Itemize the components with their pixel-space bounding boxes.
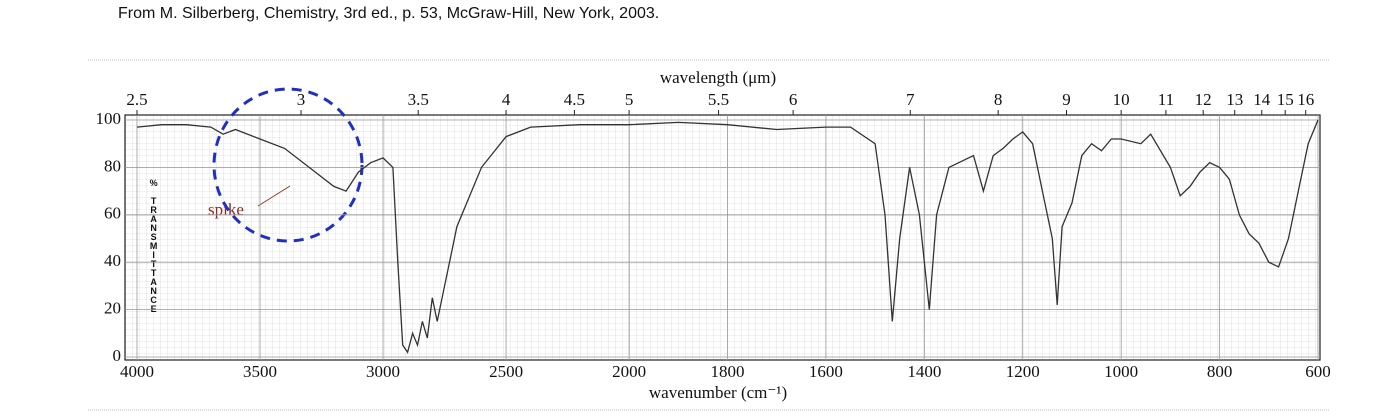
x2-tick-label: 3.5 [408,90,429,109]
y-tick-label: 80 [104,156,121,175]
x2-tick-label: 3 [297,90,306,109]
x-tick-label: 2500 [489,362,523,381]
x-tick-label: 1600 [809,362,843,381]
x-tick-label: 1400 [907,362,941,381]
x-tick-label: 800 [1207,362,1233,381]
x-tick-label: 1000 [1104,362,1138,381]
x2-tick-label: 16 [1297,90,1314,109]
plot-frame [124,114,1321,361]
x2-tick-label: 2.5 [126,90,147,109]
x2-tick-label: 5.5 [708,90,729,109]
x2-tick-label: 15 [1277,90,1294,109]
x-tick-label: 1800 [711,362,745,381]
y-tick-label: 100 [96,109,122,128]
x2-tick-label: 9 [1062,90,1071,109]
y-tick-label: 40 [104,251,121,270]
highlight-circle [212,87,364,243]
x-tick-label: 3500 [243,362,277,381]
x2-tick-label: 5 [625,90,634,109]
citation: From M. Silberberg, Chemistry, 3rd ed., … [118,5,659,22]
y-tick-label: 0 [113,346,122,365]
x2-tick-label: 6 [789,90,798,109]
spectrum-line [136,119,1319,354]
x2-tick-label: 10 [1113,90,1130,109]
x2-tick-label: 8 [994,90,1003,109]
x2-tick-label: 4 [502,90,511,109]
x-tick-label: 1200 [1006,362,1040,381]
x2-label: wavelength (μm) [660,68,776,87]
annotation-pointer [257,185,291,207]
x2-tick-label: 12 [1195,90,1212,109]
x-tick-label: 600 [1305,362,1331,381]
x2-tick-label: 11 [1158,90,1174,109]
y-label: % TRANSMITTANCE [149,178,159,313]
x-tick-label: 4000 [120,362,154,381]
x2-tick-label: 14 [1253,90,1271,109]
x2-tick-label: 7 [906,90,915,109]
x-label: wavenumber (cm⁻¹) [649,383,787,402]
x2-tick-label: 13 [1226,90,1243,109]
annotation: spike [208,200,244,219]
y-tick-label: 20 [104,299,121,318]
x2-tick-label: 4.5 [564,90,585,109]
x-tick-label: 2000 [612,362,646,381]
y-tick-label: 60 [104,204,121,223]
x-tick-label: 3000 [366,362,400,381]
